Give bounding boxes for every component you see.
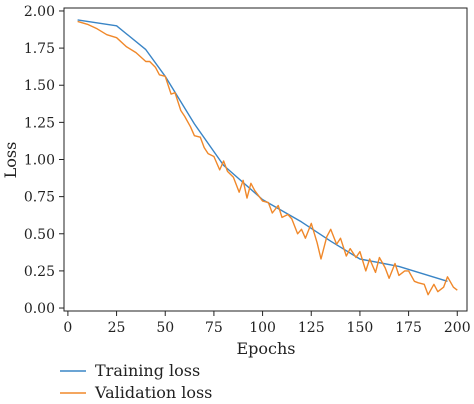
legend-label-validation: Validation loss <box>94 383 212 402</box>
x-tick-label: 100 <box>249 320 276 336</box>
x-tick-label: 0 <box>63 320 72 336</box>
y-tick-label: 1.50 <box>24 78 55 94</box>
y-tick-label: 0.00 <box>24 301 55 317</box>
x-tick-label: 125 <box>298 320 325 336</box>
y-tick-label: 2.00 <box>24 4 55 20</box>
x-axis-title: Epochs <box>236 339 295 358</box>
x-tick-label: 150 <box>347 320 374 336</box>
x-tick-label: 25 <box>108 320 126 336</box>
legend-label-training: Training loss <box>95 361 200 380</box>
y-tick-label: 1.25 <box>24 115 55 131</box>
legend: Training loss Validation loss <box>60 361 212 402</box>
y-axis-title: Loss <box>1 142 20 179</box>
series-line-validation <box>77 20 458 296</box>
y-tick-label: 1.75 <box>24 41 55 57</box>
x-tick-label: 50 <box>156 320 174 336</box>
y-tick-label: 1.00 <box>24 153 55 169</box>
x-tick-label: 200 <box>444 320 471 336</box>
x-tick-label: 175 <box>395 320 422 336</box>
y-tick-label: 0.75 <box>24 190 55 206</box>
y-tick-label: 0.25 <box>24 264 55 280</box>
plot-frame <box>63 7 468 312</box>
series-layer <box>77 19 458 296</box>
y-tick-label: 0.50 <box>24 227 55 243</box>
x-axis: 0 25 50 75 100 125 150 175 200 <box>63 311 471 336</box>
x-tick-label: 75 <box>205 320 223 336</box>
series-line-training <box>77 19 448 282</box>
y-axis: 0.00 0.25 0.50 0.75 1.00 1.25 1.50 1.75 2.00 <box>24 4 64 317</box>
